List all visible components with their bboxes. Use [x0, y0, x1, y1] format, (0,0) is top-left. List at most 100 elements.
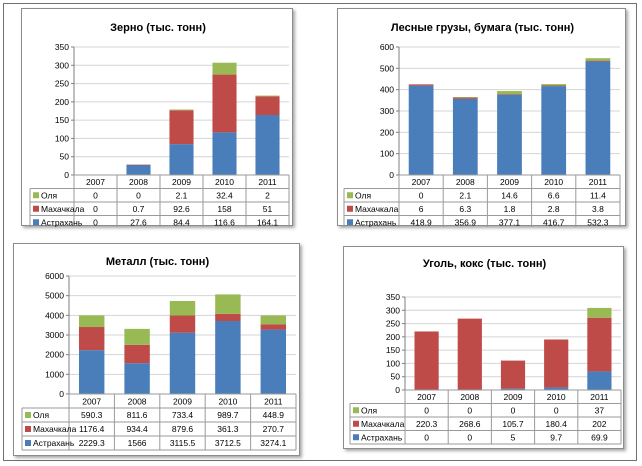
outer-frame: [3, 3, 637, 461]
chart-svg: Уголь, кокс (тыс. тонн)05010015020025030…: [349, 258, 622, 445]
category-label: 2009: [504, 392, 523, 402]
data-label-astrakhan: 69.9: [591, 432, 608, 442]
bar-makhachkala-2010: [544, 339, 569, 388]
chart-title: Уголь, кокс (тыс. тонн): [423, 258, 547, 270]
y-tick-label: 50: [60, 152, 70, 162]
y-tick-label: 0: [395, 385, 400, 395]
y-tick-label: 200: [380, 127, 394, 137]
category-label: 2007: [82, 397, 101, 407]
bar-astrakhan-2008: [452, 98, 478, 175]
bar-makhachkala-2009: [497, 94, 522, 95]
data-label-makhachkala: 6.3: [459, 204, 471, 214]
category-label: 2011: [589, 177, 608, 187]
bar-olya-2008: [452, 97, 478, 98]
category-label: 2009: [500, 177, 519, 187]
bar-makhachkala-2011: [585, 60, 611, 62]
y-tick-label: 0: [389, 170, 394, 180]
y-tick-label: 150: [55, 115, 69, 125]
data-label-makhachkala: 361.3: [217, 424, 239, 434]
bar-makhachkala-2008: [452, 97, 478, 99]
data-label-olya: 0: [554, 405, 559, 415]
data-label-olya: 2: [265, 190, 270, 200]
legend-key-makhachkala: [353, 420, 359, 427]
data-label-astrakhan: 416.7: [543, 217, 565, 227]
bar-makhachkala-2010: [541, 85, 567, 87]
legend-key-olya: [33, 192, 39, 199]
y-tick-label: 6000: [45, 271, 64, 281]
y-tick-label: 400: [380, 85, 394, 95]
bar-astrakhan-2011: [587, 371, 612, 390]
series-name-astrakhan: Астрахань: [355, 217, 397, 227]
y-tick-label: 300: [55, 60, 69, 70]
data-label-makhachkala: 158: [217, 204, 231, 214]
data-label-astrakhan: 9.7: [550, 432, 562, 442]
data-label-olya: 2.1: [176, 190, 188, 200]
bar-astrakhan-2009: [497, 94, 522, 175]
series-name-astrakhan: Астрахань: [33, 438, 75, 448]
y-tick-label: 300: [380, 106, 394, 116]
series-name-olya: Оля: [355, 190, 371, 200]
category-label: 2007: [412, 177, 431, 187]
data-label-makhachkala: 934.4: [126, 424, 148, 434]
data-label-makhachkala: 879.6: [172, 424, 194, 434]
data-label-astrakhan: 116.6: [214, 217, 235, 227]
data-label-astrakhan: 418.9: [410, 217, 432, 227]
bar-makhachkala-2009: [500, 360, 526, 389]
chart-svg: Лесные грузы, бумага (тыс. тонн) 0 100 200 3…: [343, 22, 621, 227]
bar-makhachkala-2008: [124, 344, 150, 364]
series-name-makhachkala: Махачкала: [355, 204, 399, 214]
y-tick-label: 50: [391, 372, 401, 382]
bar-olya-2009: [169, 109, 194, 111]
data-label-olya: 32.4: [216, 190, 233, 200]
data-label-makhachkala: 202: [592, 419, 606, 429]
bar-olya-2011: [585, 58, 611, 61]
legend-key-makhachkala: [33, 205, 39, 212]
data-label-makhachkala: 51: [263, 204, 273, 214]
chart-title: Металл (тыс. тонн): [106, 256, 210, 268]
series-name-olya: Оля: [361, 405, 377, 415]
y-tick-label: 250: [55, 79, 69, 89]
legend-key-olya: [25, 412, 31, 418]
bar-olya-2009: [497, 91, 522, 95]
legend-key-astrakhan: [353, 434, 359, 441]
y-tick-label: 1000: [45, 369, 64, 379]
bar-makhachkala-2007: [78, 327, 105, 351]
series-name-olya: Оля: [41, 190, 57, 200]
data-label-olya: 989.7: [217, 410, 239, 420]
data-label-makhachkala: 268.6: [459, 419, 481, 429]
bar-astrakhan-2008: [124, 363, 150, 394]
data-label-olya: 0: [511, 405, 516, 415]
legend-key-olya: [353, 407, 359, 414]
data-label-olya: 0: [424, 405, 429, 415]
y-tick-label: 4000: [45, 310, 64, 320]
y-tick-label: 0: [59, 389, 64, 399]
bar-astrakhan-2007: [408, 85, 434, 175]
category-label: 2009: [173, 397, 192, 407]
data-label-olya: 11.4: [590, 190, 606, 200]
category-label: 2010: [218, 397, 237, 407]
series-name-astrakhan: Астрахань: [361, 432, 403, 442]
bar-makhachkala-2008: [126, 164, 151, 166]
bar-makhachkala-2010: [215, 313, 241, 321]
bar-makhachkala-2010: [212, 74, 237, 133]
category-label: 2010: [544, 177, 563, 187]
legend-key-astrakhan: [347, 219, 353, 226]
data-label-makhachkala: 1176.4: [79, 424, 105, 434]
series-name-makhachkala: Махачкала: [33, 424, 77, 434]
data-label-makhachkala: 3.8: [592, 204, 604, 214]
legend-key-olya: [347, 192, 353, 199]
bar-astrakhan-2011: [255, 114, 280, 175]
data-label-astrakhan: 2229.3: [79, 438, 105, 448]
legend-key-makhachkala: [25, 426, 31, 432]
y-tick-label: 300: [386, 305, 400, 315]
category-label: 2008: [128, 397, 147, 407]
data-label-astrakhan: 3274.1: [260, 438, 286, 448]
bar-makhachkala-2007: [414, 331, 439, 390]
y-tick-label: 200: [386, 332, 400, 342]
chart-title: Лесные грузы, бумага (тыс. тонн): [391, 22, 575, 34]
data-label-olya: 0: [467, 405, 472, 415]
bar-astrakhan-2010: [541, 86, 567, 175]
data-label-makhachkala: 1.8: [504, 204, 516, 214]
bar-astrakhan-2011: [585, 61, 611, 175]
category-label: 2010: [547, 392, 566, 402]
